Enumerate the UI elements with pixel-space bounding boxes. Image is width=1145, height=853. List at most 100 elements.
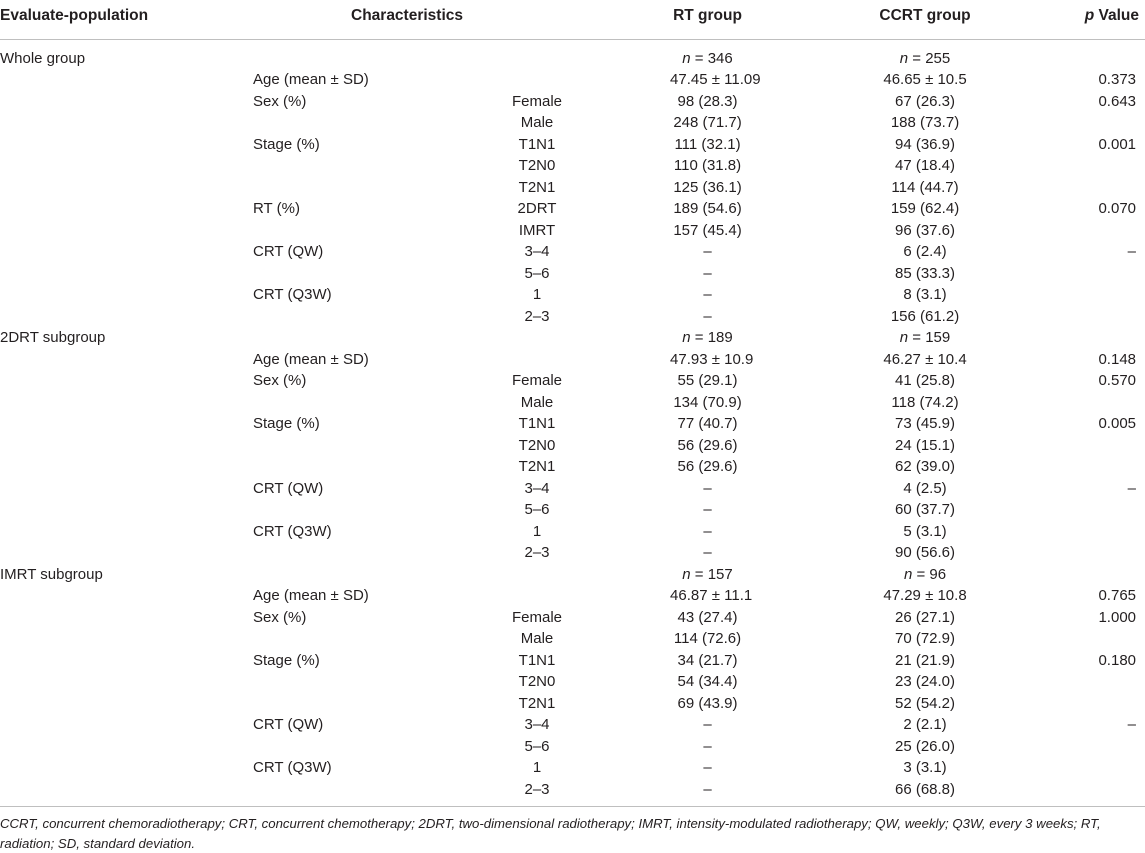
population-cell bbox=[0, 134, 253, 156]
ccrt-value-cell: 2 (2.1) bbox=[903, 716, 947, 733]
n-symbol: n bbox=[682, 565, 691, 583]
subcategory-cell bbox=[460, 564, 600, 586]
rt-value-cell: 125 (36.1) bbox=[673, 178, 742, 196]
population-cell bbox=[0, 607, 253, 629]
n-symbol: n bbox=[903, 565, 913, 583]
subcategory-cell: 1 bbox=[532, 759, 542, 776]
population-cell bbox=[0, 370, 253, 392]
rt-value-cell: n = 346 bbox=[682, 49, 733, 67]
characteristic-cell bbox=[253, 778, 460, 807]
p-value-cell bbox=[1005, 671, 1145, 693]
rt-value-cell: 134 (70.9) bbox=[673, 393, 742, 411]
rt-value-cell: – bbox=[703, 716, 712, 733]
subcategory-cell: 1 bbox=[532, 522, 542, 540]
p-value-cell bbox=[1005, 155, 1145, 177]
table-row: 5–6 – 60 (37.7) bbox=[0, 499, 1145, 521]
ccrt-value-cell: 66 (68.8) bbox=[745, 778, 1006, 807]
table-row: Male 114 (72.6) 70 (72.9) bbox=[0, 628, 1145, 650]
rt-value-cell: 69 (43.9) bbox=[677, 694, 738, 712]
rt-value-cell: – bbox=[703, 501, 712, 518]
ccrt-value-cell: 23 (24.0) bbox=[894, 673, 956, 690]
rt-value-cell: 157 (45.4) bbox=[673, 221, 742, 239]
rt-value-cell: – bbox=[703, 264, 712, 282]
population-cell bbox=[0, 198, 253, 220]
table-row: Stage (%) T1N1 111 (32.1) 94 (36.9) 0.001 bbox=[0, 134, 1145, 156]
characteristic-cell bbox=[253, 263, 460, 285]
p-value-cell: – bbox=[1127, 243, 1137, 260]
characteristic-cell bbox=[253, 736, 460, 758]
n-symbol: n bbox=[899, 329, 909, 346]
characteristic-cell: CRT (QW) bbox=[253, 716, 324, 733]
subcategory-cell: T2N1 bbox=[518, 694, 556, 712]
population-cell bbox=[0, 392, 253, 414]
table-row: T2N0 110 (31.8) 47 (18.4) bbox=[0, 155, 1145, 177]
ccrt-value-cell: 60 (37.7) bbox=[894, 501, 956, 518]
ccrt-value-cell: 159 (62.4) bbox=[890, 200, 960, 217]
p-value-cell bbox=[1005, 306, 1145, 328]
subcategory-cell bbox=[460, 69, 600, 91]
subcategory-cell: 1 bbox=[532, 286, 542, 303]
subcategory-cell: Male bbox=[520, 114, 554, 131]
subcategory-cell: IMRT bbox=[518, 221, 556, 239]
characteristic-cell bbox=[253, 112, 460, 134]
ccrt-value-cell: 85 (33.3) bbox=[894, 264, 956, 282]
p-value-cell bbox=[1005, 521, 1145, 543]
header-p-suffix: Value bbox=[1094, 7, 1140, 24]
subcategory-cell: Male bbox=[520, 393, 554, 411]
table-row: T2N1 69 (43.9) 52 (54.2) bbox=[0, 693, 1145, 715]
characteristic-cell: CRT (Q3W) bbox=[253, 286, 332, 303]
characteristic-cell: Sex (%) bbox=[253, 92, 307, 110]
population-cell bbox=[0, 671, 253, 693]
ccrt-value-cell: 47 (18.4) bbox=[894, 157, 956, 174]
rt-value-cell: – bbox=[600, 778, 746, 807]
rt-value-cell: – bbox=[703, 307, 712, 325]
ccrt-value-cell: 26 (27.1) bbox=[894, 608, 956, 626]
subcategory-cell: Female bbox=[511, 372, 563, 389]
header-rt-group: RT group bbox=[600, 7, 746, 40]
ccrt-value-cell: 8 (3.1) bbox=[903, 286, 947, 303]
characteristic-cell bbox=[253, 177, 460, 199]
population-cell bbox=[0, 112, 253, 134]
rt-value-cell: 189 (54.6) bbox=[673, 200, 742, 217]
subcategory-cell: 3–4 bbox=[524, 479, 550, 497]
rt-value-cell: – bbox=[703, 243, 712, 260]
ccrt-value-cell: 96 (37.6) bbox=[894, 221, 956, 239]
ccrt-value-cell: 5 (3.1) bbox=[903, 522, 947, 540]
rt-value-cell: – bbox=[703, 479, 712, 497]
population-cell bbox=[0, 456, 253, 478]
population-cell bbox=[0, 650, 253, 672]
table-row: IMRT 157 (45.4) 96 (37.6) bbox=[0, 220, 1145, 242]
subcategory-cell: T2N0 bbox=[518, 673, 556, 690]
p-value-cell bbox=[1005, 284, 1145, 306]
subcategory-cell: 5–6 bbox=[524, 501, 550, 518]
table-row: Whole group n = 346 n = 255 bbox=[0, 39, 1145, 69]
header-p-letter: p bbox=[1084, 7, 1095, 24]
table-row: 2–3 – 156 (61.2) bbox=[0, 306, 1145, 328]
table-row: T2N0 54 (34.4) 23 (24.0) bbox=[0, 671, 1145, 693]
subcategory-cell: 2–3 bbox=[524, 307, 550, 325]
characteristic-cell bbox=[253, 693, 460, 715]
characteristic-cell: CRT (Q3W) bbox=[253, 759, 332, 776]
ccrt-value-cell: 25 (26.0) bbox=[894, 737, 956, 755]
table-row: Age (mean ± SD) 47.45 ± 11.09 46.65 ± 10.5… bbox=[0, 69, 1145, 91]
ccrt-value-cell: 94 (36.9) bbox=[894, 135, 956, 153]
table-row: T2N0 56 (29.6) 24 (15.1) bbox=[0, 435, 1145, 457]
ccrt-value-cell: 24 (15.1) bbox=[894, 436, 956, 454]
table-row: Sex (%) Female 43 (27.4) 26 (27.1) 1.000 bbox=[0, 607, 1145, 629]
characteristic-cell bbox=[253, 499, 460, 521]
population-cell: IMRT subgroup bbox=[0, 565, 103, 583]
characteristic-cell bbox=[253, 306, 460, 328]
p-value-cell: 0.643 bbox=[1098, 92, 1137, 110]
header-row: Evaluate-population Characteristics RT g… bbox=[0, 7, 1145, 40]
subcategory-cell bbox=[460, 39, 600, 69]
table-row: 5–6 – 25 (26.0) bbox=[0, 736, 1145, 758]
n-symbol: n bbox=[682, 49, 691, 67]
p-value-cell: 0.005 bbox=[1098, 415, 1137, 432]
table-header: Evaluate-population Characteristics RT g… bbox=[0, 7, 1145, 40]
characteristic-cell: RT (%) bbox=[253, 200, 300, 217]
rt-value-cell: 56 (29.6) bbox=[677, 458, 738, 475]
table-row: Male 134 (70.9) 118 (74.2) bbox=[0, 392, 1145, 414]
ccrt-value-cell: 4 (2.5) bbox=[903, 479, 947, 497]
subcategory-cell bbox=[460, 349, 600, 371]
subcategory-cell: T2N0 bbox=[518, 436, 556, 454]
